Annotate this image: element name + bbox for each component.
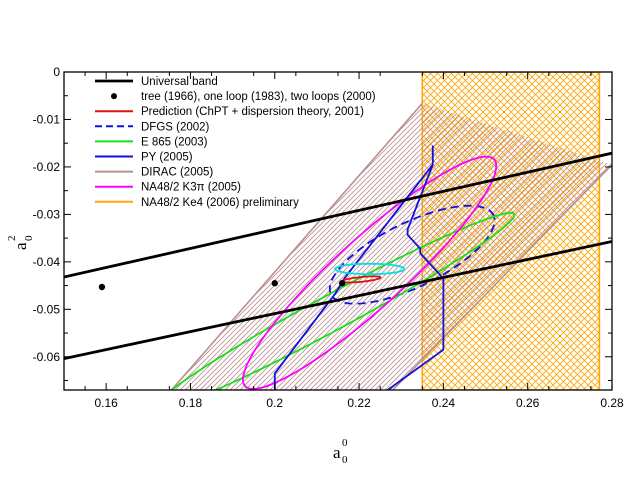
legend-label: DIRAC (2005)	[141, 167, 213, 179]
y-axis-label-sup: 2	[6, 236, 18, 242]
x-tick-label: 0.2	[266, 396, 283, 410]
theory-point-0	[98, 283, 106, 291]
legend-label: NA48/2 K3π (2005)	[141, 182, 241, 194]
y-tick-label: -0.02	[33, 160, 61, 174]
dirac-band-upper	[170, 102, 423, 390]
y-tick-label: -0.01	[33, 112, 61, 126]
dirac-band-fill	[171, 103, 612, 390]
legend-label: E 865 (2003)	[141, 136, 208, 148]
x-tick-label: 0.28	[600, 396, 624, 410]
legend-entry: NA48/2 K3π (2005)	[95, 182, 241, 194]
legend-entry: E 865 (2003)	[95, 136, 208, 148]
legend-label: DFGS (2002)	[141, 121, 210, 133]
legend-label: NA48/2 Ke4 (2006) preliminary	[141, 197, 299, 209]
legend-entry: Universal band	[95, 76, 218, 88]
legend-label: PY (2005)	[141, 152, 193, 164]
cyan-ellipse	[334, 262, 406, 276]
y-axis-label: a	[11, 242, 30, 250]
legend-entry: DIRAC (2005)	[95, 167, 213, 179]
x-tick-label: 0.26	[516, 396, 540, 410]
universal-band-line-lower	[64, 240, 612, 361]
y-tick-label: -0.04	[33, 255, 61, 269]
x-axis-label-sub: 0	[342, 454, 348, 466]
na48-k3pi-ellipse	[241, 155, 498, 390]
e865-ellipse	[169, 211, 516, 390]
y-axis-label-group: a 2 0	[6, 235, 35, 250]
plot-area	[64, 72, 612, 390]
x-tick-label: 0.22	[347, 396, 371, 410]
legend-entry: tree (1966), one loop (1983), two loops …	[111, 91, 376, 103]
x-tick-label: 0.16	[94, 396, 118, 410]
y-tick-label: -0.05	[33, 302, 61, 316]
x-tick-label: 0.18	[179, 396, 203, 410]
dfgs-ellipse	[328, 204, 496, 305]
x-tick-label: 0.24	[432, 396, 456, 410]
legend-entry: NA48/2 Ke4 (2006) preliminary	[95, 197, 299, 209]
legend: Universal band tree (1966), one loop (198…	[95, 76, 376, 209]
legend-marker	[111, 93, 117, 100]
axis-ticks: 0.16 0.18 0.2 0.22 0.24 0.26 0.28 0 -0.01 -0.02 -0…	[33, 65, 624, 410]
legend-entry: Prediction (ChPT + dispersion theory, 20…	[95, 106, 364, 118]
dirac-band-lower	[392, 163, 612, 390]
legend-entry: PY (2005)	[95, 152, 193, 164]
legend-entry: DFGS (2002)	[95, 121, 210, 133]
x-axis-label-sup: 0	[342, 437, 348, 449]
y-tick-label: 0	[53, 65, 60, 79]
legend-label: Prediction (ChPT + dispersion theory, 20…	[141, 106, 364, 118]
y-tick-label: -0.06	[33, 350, 61, 364]
legend-label: tree (1966), one loop (1983), two loops …	[141, 91, 376, 103]
universal-band-line-upper	[64, 151, 612, 279]
theory-point-2	[339, 280, 346, 287]
y-axis-label-sub: 0	[23, 235, 35, 241]
y-tick-label: -0.03	[33, 207, 61, 221]
legend-label: Universal band	[141, 76, 218, 88]
x-axis-label: a	[333, 443, 341, 462]
theory-point-1	[271, 280, 278, 287]
